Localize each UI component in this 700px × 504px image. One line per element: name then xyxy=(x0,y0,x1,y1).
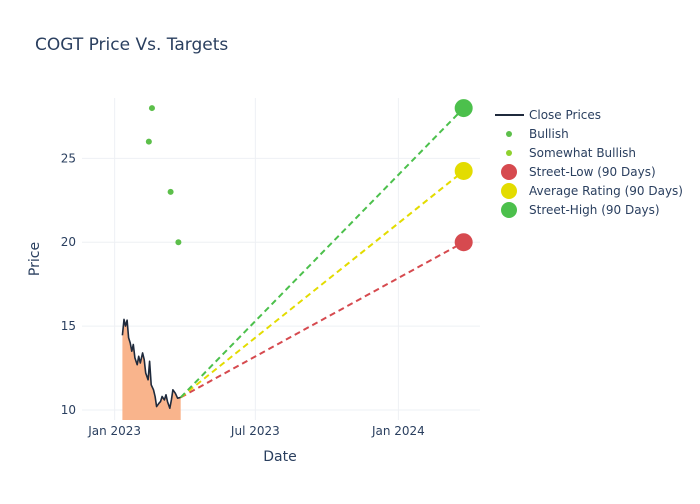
average-rating-target-marker xyxy=(454,161,473,180)
street-low-target-marker xyxy=(454,233,473,252)
x-tick-label: Jul 2023 xyxy=(230,424,280,438)
chart-title: COGT Price Vs. Targets xyxy=(35,35,228,55)
bullish-rating-point xyxy=(145,138,152,145)
close-price-line xyxy=(121,318,181,410)
y-tick-label: 10 xyxy=(61,403,76,417)
x-tick-label: Jan 2023 xyxy=(87,424,141,438)
street-high-target-marker xyxy=(454,99,473,118)
average-rating-legend-swatch xyxy=(501,183,517,199)
street-high-legend-swatch xyxy=(501,202,517,218)
x-axis-title: Date xyxy=(263,449,296,465)
average-rating-legend-label: Average Rating (90 Days) xyxy=(529,184,683,198)
area-layer xyxy=(122,319,181,420)
marker-layer xyxy=(145,99,473,252)
tick-layer: 10 15 20 25 Jan 2023 Jul 2023 Jan 2024 xyxy=(61,151,425,438)
somewhat-bullish-legend-label: Somewhat Bullish xyxy=(529,146,636,160)
bullish-legend-swatch xyxy=(506,131,512,137)
line-layer xyxy=(121,318,181,410)
y-axis-title: Price xyxy=(27,242,43,276)
legend: Close Prices Bullish Somewhat Bullish Stree… xyxy=(495,108,683,218)
somewhat-bullish-legend-swatch xyxy=(506,150,512,156)
bullish-legend-label: Bullish xyxy=(529,127,569,141)
street-low-projection-line xyxy=(180,241,465,399)
street-low-legend-label: Street-Low (90 Days) xyxy=(529,165,656,179)
close-price-area xyxy=(122,319,181,420)
y-tick-label: 20 xyxy=(61,235,76,249)
bullish-rating-point xyxy=(167,188,174,195)
x-tick-label: Jan 2024 xyxy=(371,424,425,438)
close-prices-legend-label: Close Prices xyxy=(529,108,601,122)
average-rating-projection-line xyxy=(180,170,465,399)
street-high-projection-line xyxy=(180,107,465,399)
y-tick-label: 25 xyxy=(61,151,76,165)
bullish-rating-point xyxy=(175,239,182,246)
target-layer xyxy=(180,107,465,399)
street-high-legend-label: Street-High (90 Days) xyxy=(529,203,660,217)
bullish-rating-point xyxy=(148,105,155,112)
street-low-legend-swatch xyxy=(501,164,517,180)
y-tick-label: 15 xyxy=(61,319,76,333)
